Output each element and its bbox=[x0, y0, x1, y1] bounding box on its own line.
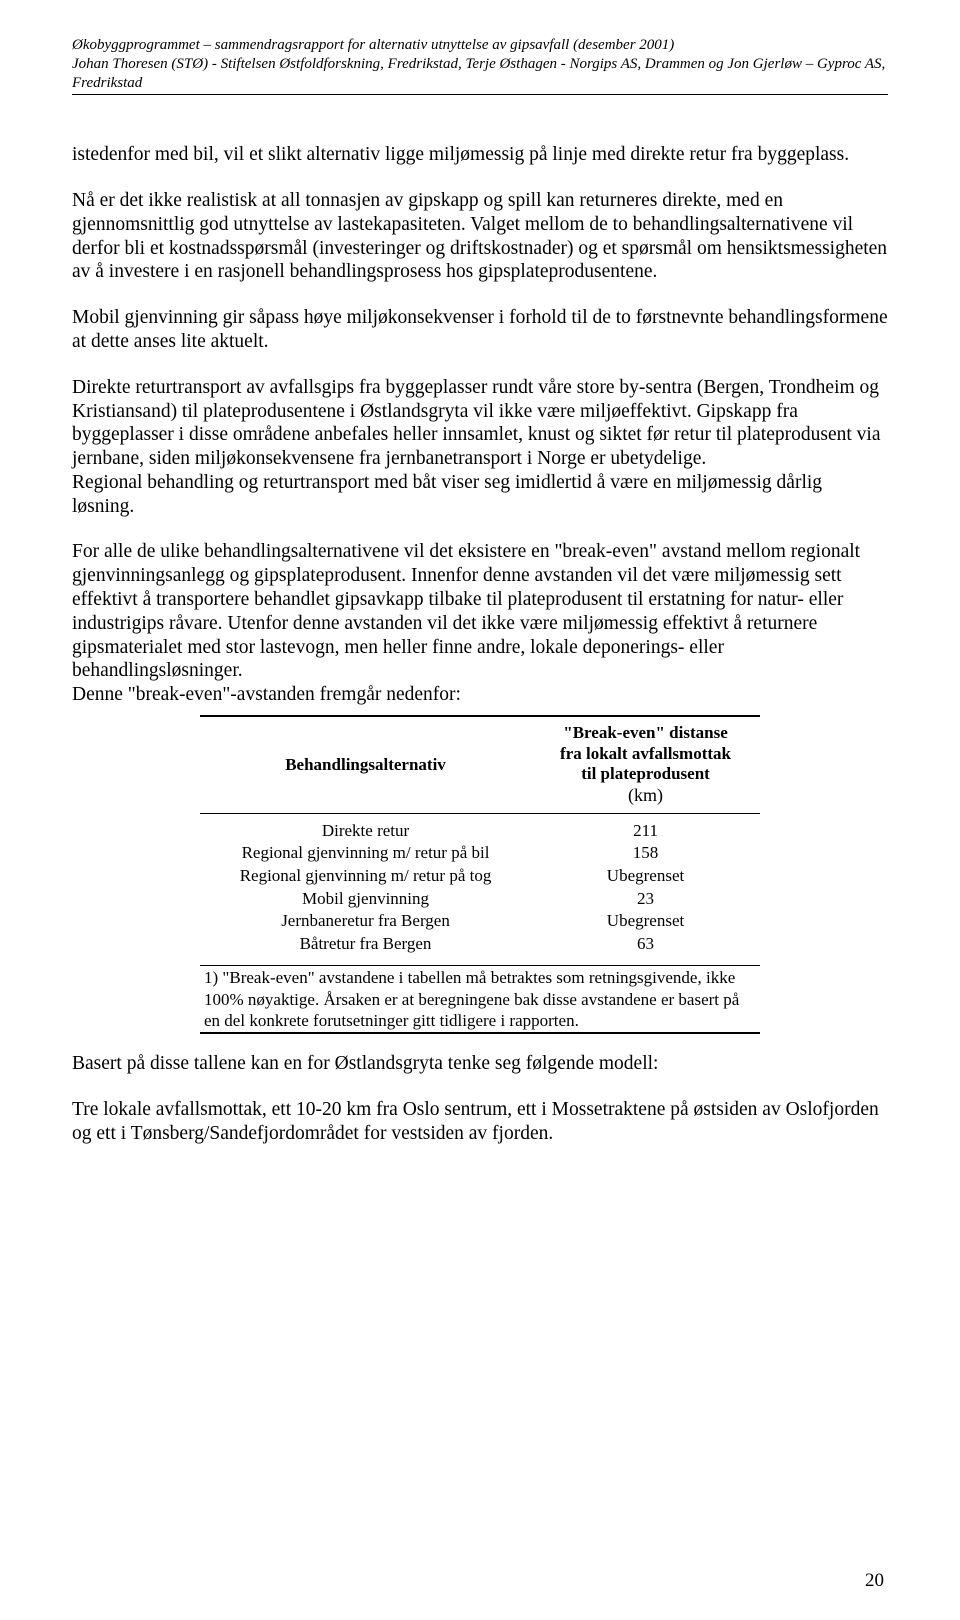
header-line-2: Johan Thoresen (STØ) - Stiftelsen Østfol… bbox=[72, 55, 888, 93]
table-cell-value: 23 bbox=[531, 888, 760, 911]
break-even-table: Behandlingsalternativ "Break-even" dista… bbox=[200, 715, 760, 1034]
paragraph: For alle de ulike behandlingsalternative… bbox=[72, 540, 888, 683]
col2-header-line: "Break-even" distanse bbox=[563, 723, 727, 742]
paragraph: Mobil gjenvinning gir såpass høye miljøk… bbox=[72, 306, 888, 354]
table-cell-value: Ubegrenset bbox=[531, 910, 760, 933]
paragraph: Regional behandling og returtransport me… bbox=[72, 471, 888, 519]
paragraph: istedenfor med bil, vil et slikt alterna… bbox=[72, 143, 888, 167]
header-line-1: Økobyggprogrammet – sammendragsrapport f… bbox=[72, 36, 888, 55]
paragraph: Denne "break-even"-avstanden fremgår ned… bbox=[72, 683, 888, 707]
paragraph: Basert på disse tallene kan en for Østla… bbox=[72, 1052, 888, 1076]
table-row: Regional gjenvinning m/ retur på bil 158 bbox=[200, 842, 760, 865]
paragraph: Nå er det ikke realistisk at all tonnasj… bbox=[72, 189, 888, 284]
table-cell-label: Mobil gjenvinning bbox=[200, 888, 531, 911]
paragraph: Direkte returtransport av avfallsgips fr… bbox=[72, 376, 888, 471]
table-cell-label: Direkte retur bbox=[200, 820, 531, 843]
table-cell-label: Jernbaneretur fra Bergen bbox=[200, 910, 531, 933]
page-header: Økobyggprogrammet – sammendragsrapport f… bbox=[72, 36, 888, 92]
table-header-col2: "Break-even" distanse fra lokalt avfalls… bbox=[531, 716, 760, 814]
document-page: Økobyggprogrammet – sammendragsrapport f… bbox=[0, 0, 960, 1620]
table-row: Direkte retur 211 bbox=[200, 820, 760, 843]
page-number: 20 bbox=[865, 1570, 884, 1592]
table-cell-value: 211 bbox=[531, 820, 760, 843]
col2-header-unit: (km) bbox=[628, 785, 663, 805]
table-footnote: 1) "Break-even" avstandene i tabellen må… bbox=[200, 966, 760, 1033]
table-row: Regional gjenvinning m/ retur på tog Ube… bbox=[200, 865, 760, 888]
table-cell-value: 63 bbox=[531, 933, 760, 956]
body-text: istedenfor med bil, vil et slikt alterna… bbox=[72, 143, 888, 1145]
col2-header-line: fra lokalt avfallsmottak bbox=[560, 744, 731, 763]
table-row: Båtretur fra Bergen 63 bbox=[200, 933, 760, 956]
col2-header-line: til plateprodusent bbox=[581, 764, 710, 783]
table-cell-label: Regional gjenvinning m/ retur på bil bbox=[200, 842, 531, 865]
table-cell-value: 158 bbox=[531, 842, 760, 865]
table-cell-label: Regional gjenvinning m/ retur på tog bbox=[200, 865, 531, 888]
table-row: Jernbaneretur fra Bergen Ubegrenset bbox=[200, 910, 760, 933]
table-cell-label: Båtretur fra Bergen bbox=[200, 933, 531, 956]
table-cell-value: Ubegrenset bbox=[531, 865, 760, 888]
table: Behandlingsalternativ "Break-even" dista… bbox=[200, 715, 760, 1034]
header-rule bbox=[72, 94, 888, 95]
table-header-col1: Behandlingsalternativ bbox=[200, 716, 531, 814]
paragraph: Tre lokale avfallsmottak, ett 10-20 km f… bbox=[72, 1098, 888, 1146]
table-row: Mobil gjenvinning 23 bbox=[200, 888, 760, 911]
